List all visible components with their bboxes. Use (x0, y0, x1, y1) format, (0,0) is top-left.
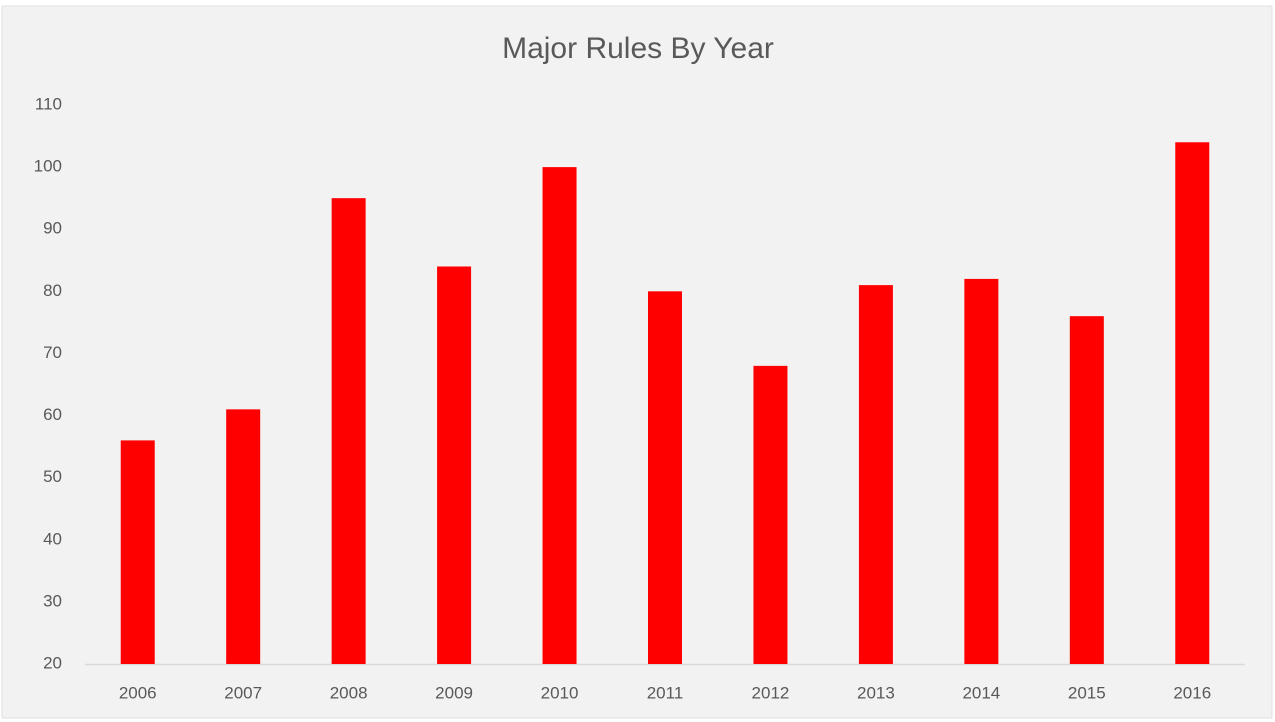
x-tick-label: 2016 (1173, 683, 1211, 702)
x-tick-label: 2013 (857, 683, 895, 702)
y-tick-label: 110 (35, 94, 62, 113)
x-tick-label: 2007 (224, 683, 262, 702)
bar (542, 167, 577, 664)
x-tick-label: 2008 (330, 683, 368, 702)
x-tick-label: 2010 (541, 683, 579, 702)
y-tick-label: 50 (43, 467, 62, 486)
y-tick-label: 70 (43, 343, 62, 362)
chart-title: Major Rules By Year (502, 32, 774, 65)
bar (120, 440, 155, 664)
x-tick-label: 2015 (1068, 683, 1106, 702)
y-tick-label: 80 (43, 281, 62, 300)
y-tick-label: 90 (43, 219, 62, 238)
x-tick-label: 2009 (435, 683, 473, 702)
bar (331, 198, 366, 664)
y-tick-label: 100 (34, 157, 62, 176)
x-tick-label: 2014 (962, 683, 1000, 702)
y-tick-label: 40 (43, 529, 62, 548)
bar (1175, 142, 1210, 664)
bar (858, 285, 893, 664)
bar (964, 278, 999, 664)
chart-background (1, 5, 1273, 719)
x-tick-label: 2012 (752, 683, 790, 702)
bar (226, 409, 261, 664)
bar (753, 365, 788, 664)
bar (437, 266, 472, 664)
x-tick-label: 2006 (119, 683, 157, 702)
y-tick-label: 60 (43, 405, 62, 424)
y-tick-label: 20 (43, 653, 62, 672)
bar (1069, 316, 1104, 664)
y-tick-label: 30 (43, 591, 62, 610)
x-tick-label: 2011 (647, 683, 684, 702)
bar (648, 291, 682, 664)
